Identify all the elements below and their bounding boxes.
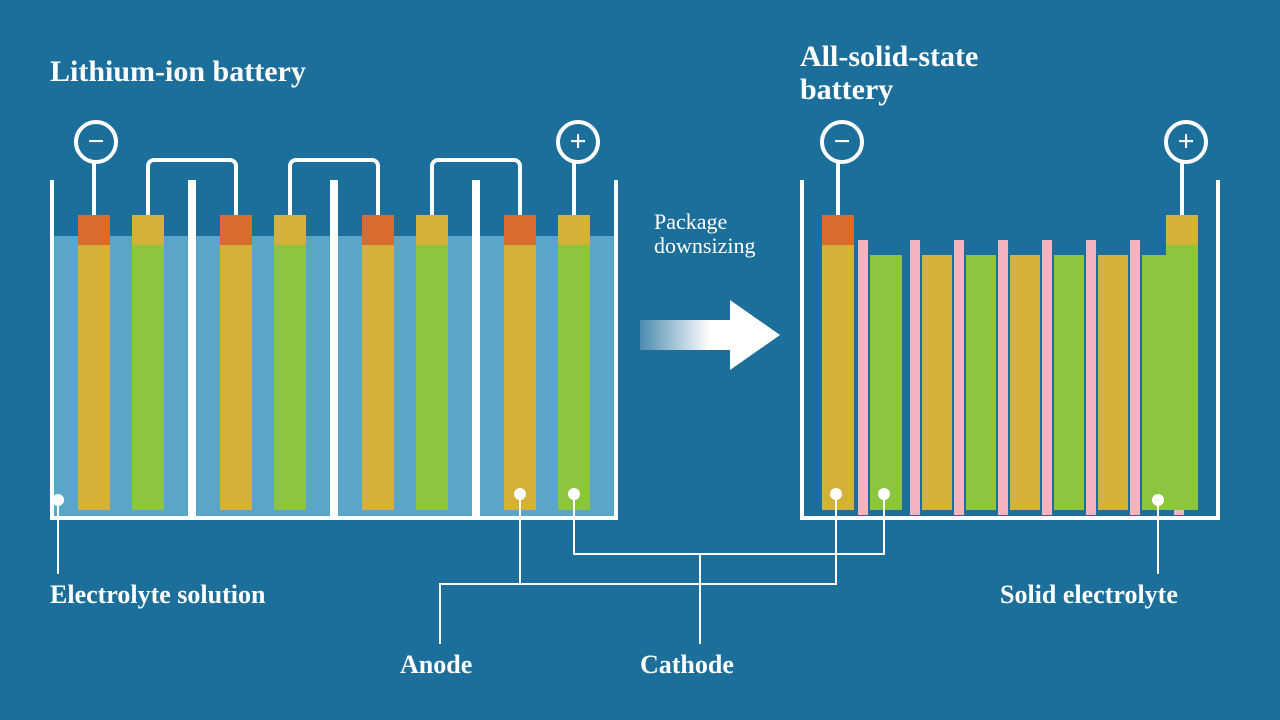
li-ion-cell <box>476 180 618 520</box>
terminal-minus-icon: − <box>74 120 118 164</box>
label-solid-electrolyte: Solid electrolyte <box>1000 580 1178 610</box>
arrow-label: Package downsizing <box>654 210 755 258</box>
terminal-minus-icon: − <box>820 120 864 164</box>
callout-dot <box>830 488 842 500</box>
electrolyte-liquid <box>480 236 614 516</box>
title-solid-state: All-solid-state battery <box>800 40 978 106</box>
label-anode: Anode <box>400 650 472 680</box>
li-ion-cell <box>192 180 334 520</box>
callout-dot <box>1152 494 1164 506</box>
battery-comparison-diagram: Lithium-ion battery All-solid-state batte… <box>0 0 1280 720</box>
label-cathode: Cathode <box>640 650 734 680</box>
solid-electrolyte-separator <box>858 240 868 515</box>
callout-dot <box>52 494 64 506</box>
cell-connector <box>430 158 522 184</box>
title-lithium-ion: Lithium-ion battery <box>50 55 306 88</box>
electrolyte-liquid <box>196 236 330 516</box>
li-ion-cell <box>334 180 476 520</box>
li-ion-cell <box>50 180 192 520</box>
electrolyte-liquid <box>338 236 472 516</box>
cell-connector <box>288 158 380 184</box>
terminal-plus-icon: + <box>1164 120 1208 164</box>
callout-dot <box>568 488 580 500</box>
cell-connector <box>146 158 238 184</box>
arrow-icon <box>640 300 780 370</box>
electrolyte-liquid <box>54 236 188 516</box>
label-electrolyte-solution: Electrolyte solution <box>50 580 265 610</box>
callout-dot <box>514 488 526 500</box>
callout-dot <box>878 488 890 500</box>
terminal-plus-icon: + <box>556 120 600 164</box>
